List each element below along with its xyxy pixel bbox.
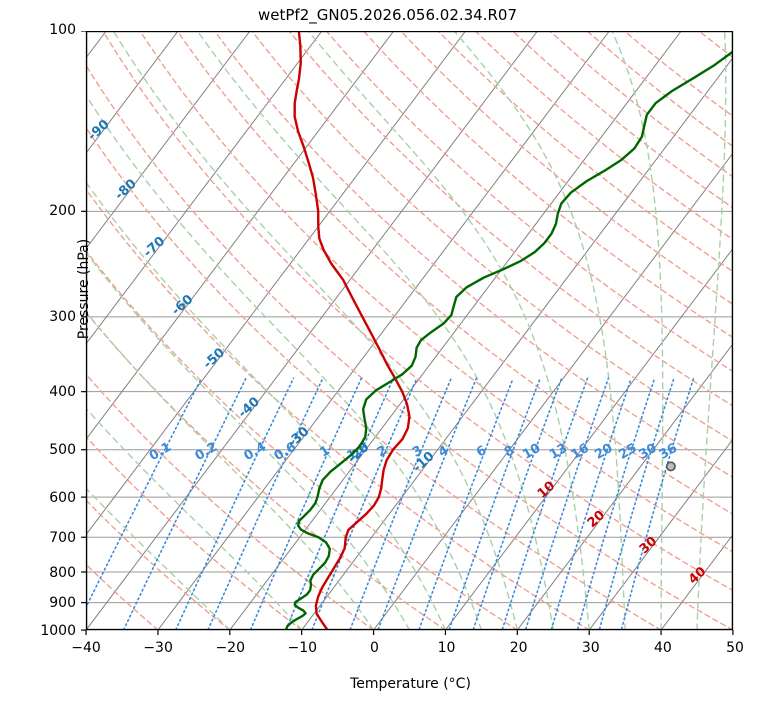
isotherm--30 — [157, 31, 610, 631]
y-tick-label: 900 — [49, 595, 76, 612]
moist-adiabat--20 — [86, 487, 231, 631]
dry-adiabat-60 — [102, 31, 733, 592]
plot-frame — [85, 31, 734, 631]
dry-adiabat-110 — [288, 31, 733, 407]
moist-adiabat-15 — [86, 94, 483, 631]
dry-adiabat-130 — [362, 31, 733, 339]
temperature-profile — [293, 31, 411, 631]
isotherm--10 — [301, 56, 733, 631]
mixing-ratio-13 — [501, 377, 589, 631]
x-axis-label: Temperature (°C) — [350, 676, 471, 692]
isotherm--60 — [86, 31, 395, 441]
mixing-ratio-8 — [448, 377, 541, 631]
x-tick-label: 50 — [726, 640, 744, 656]
dry-adiabat-50 — [86, 64, 733, 631]
dry-adiabat--20 — [86, 499, 231, 631]
moist-adiabat-20 — [112, 31, 519, 631]
lcl-marker — [665, 461, 676, 472]
moist-adiabat-45 — [696, 31, 727, 631]
y-tick-label: 300 — [49, 308, 76, 325]
y-axis-label: Pressure (hPa) — [76, 238, 92, 340]
dry-adiabat-70 — [139, 31, 733, 553]
y-tick-label: 700 — [49, 529, 76, 546]
x-tick-label: 0 — [369, 640, 379, 656]
isotherm-30 — [588, 438, 733, 631]
x-tick-label: 40 — [653, 640, 672, 656]
moist-adiabat-25 — [196, 31, 554, 631]
dry-adiabat-150 — [437, 31, 733, 273]
mixing-ratio-20 — [550, 377, 633, 631]
moist-adiabat-35 — [453, 31, 626, 631]
mixing-ratio-25 — [576, 377, 656, 631]
isotherm-0 — [373, 152, 733, 631]
mixing-ratio-0.2 — [122, 377, 247, 631]
moist-adiabat-5 — [86, 251, 411, 631]
plot-area: 0.1 0.2 0.4 0.6 1 1.5 2 3 4 6 8 10 13 16 20 25 30 36 -100-… — [40, 22, 744, 692]
dry-adiabat-90 — [213, 31, 733, 479]
mixing-ratio-10 — [472, 377, 563, 631]
dewpoint-profile — [284, 50, 733, 631]
isotherm--80 — [86, 31, 251, 250]
x-tick-label: 20 — [509, 640, 528, 656]
mixing-ratio-36 — [620, 377, 695, 631]
mixing-ratio-30 — [598, 377, 675, 631]
dry-adiabat-10 — [86, 311, 447, 631]
dry-adiabat-120 — [325, 31, 733, 373]
dry-adiabat-40 — [86, 126, 662, 631]
dry-adiabat--30 — [86, 563, 159, 631]
dry-adiabat--10 — [86, 435, 303, 631]
mixing-ratio-3 — [349, 377, 452, 631]
y-tick-label: 200 — [49, 202, 76, 219]
isotherm--20 — [229, 31, 682, 631]
mixing-ratio-0.6 — [207, 377, 324, 631]
x-tick-label: −20 — [215, 640, 245, 656]
mixing-ratio-1 — [249, 377, 363, 631]
y-tick-label: 100 — [49, 22, 76, 38]
dry-adiabat-30 — [86, 188, 590, 631]
mixing-ratio-4 — [377, 377, 478, 631]
y-tick-label: 500 — [49, 442, 76, 459]
x-tick-label: −30 — [143, 640, 173, 656]
dry-adiabat-20 — [86, 249, 519, 631]
moist-adiabat-40 — [611, 31, 664, 631]
mixing-ratio-6 — [418, 377, 514, 631]
x-tick-label: −40 — [71, 640, 101, 656]
y-tick-label: 400 — [49, 383, 76, 400]
isotherm--70 — [86, 31, 323, 345]
x-tick-label: 10 — [437, 640, 456, 656]
dry-adiabat-80 — [176, 31, 733, 515]
page-title: wetPf2_GN05.2026.056.02.34.R07 — [257, 6, 517, 24]
mixing-ratio-16 — [524, 377, 610, 631]
isotherm--90 — [86, 31, 179, 154]
moist-adiabat-10 — [86, 181, 447, 631]
moist-adiabat--10 — [86, 407, 303, 631]
isotherm-20 — [516, 343, 733, 631]
x-tick-label: 30 — [581, 640, 600, 656]
moist-adiabat-50 — [732, 618, 733, 631]
dry-adiabat-0 — [86, 373, 375, 631]
y-tick-label: 1000 — [40, 623, 76, 639]
x-tick-label: −10 — [287, 640, 318, 656]
isotherm--50 — [86, 31, 467, 536]
y-tick-label: 600 — [49, 489, 76, 506]
mixing-ratio-0.4 — [174, 377, 295, 631]
y-tick-label: 800 — [49, 564, 76, 581]
isotherm-50 — [732, 629, 733, 631]
mixing-ratio-0.1 — [86, 377, 203, 609]
